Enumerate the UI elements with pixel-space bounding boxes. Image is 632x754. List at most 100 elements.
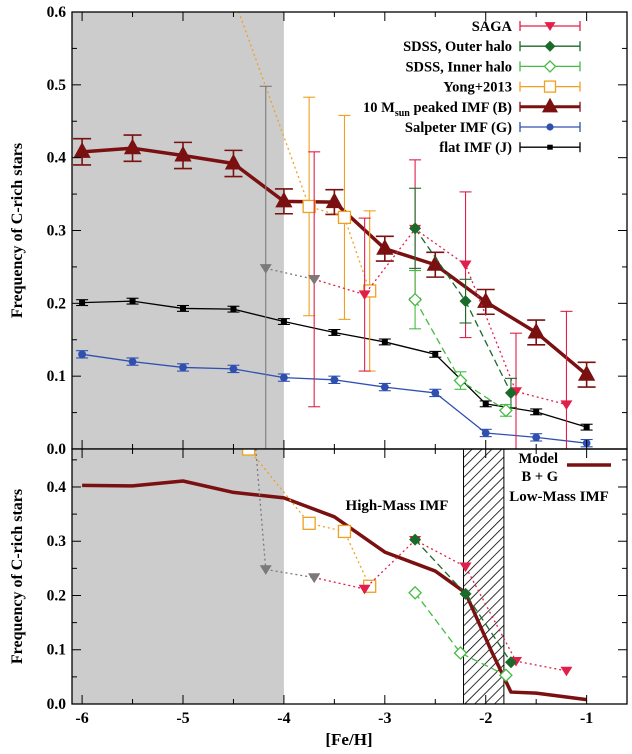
series-line	[255, 449, 267, 570]
y-axis-label: Frequency of C-rich stars	[9, 489, 26, 664]
data-point	[128, 357, 137, 366]
legend-label: 10 Msun peaked IMF (B)	[363, 100, 512, 119]
data-point	[459, 295, 472, 308]
y-tick-label: 0.2	[47, 295, 67, 312]
data-point	[498, 668, 513, 683]
data-point	[482, 401, 489, 407]
legend-marker	[544, 22, 556, 31]
series-flat	[76, 297, 593, 431]
data-point	[241, 449, 256, 456]
series-line	[238, 12, 371, 292]
legend-marker	[541, 97, 559, 113]
data-point	[280, 318, 287, 325]
y-tick-label: 0.4	[47, 479, 67, 496]
data-point	[426, 254, 444, 271]
legend-entry: 10 Msun peaked IMF (B)	[363, 97, 581, 119]
series-saga	[308, 535, 573, 677]
data-point	[432, 351, 439, 358]
data-point	[376, 238, 394, 255]
x-tick-label: -1	[580, 710, 593, 727]
plot-area	[82, 449, 587, 702]
data-point	[560, 666, 573, 677]
data-point	[381, 339, 388, 345]
data-point	[123, 138, 142, 155]
legend-label-rest: peaked IMF (B)	[410, 100, 512, 116]
top-panel: 0.0 0.1 0.2 0.3 0.4 0.5 0.6 Frequency of C-rich…	[9, 4, 628, 458]
data-point	[308, 275, 321, 285]
legend-label: SAGA	[472, 19, 513, 35]
legend-entry: flat IMF (J)	[439, 140, 581, 156]
legend-label: Model	[519, 451, 558, 467]
data-point	[532, 433, 541, 442]
data-point	[453, 646, 468, 660]
data-point	[498, 403, 513, 418]
data-point	[180, 305, 186, 312]
data-point	[504, 656, 517, 669]
data-point	[527, 322, 545, 339]
shaded-region	[72, 12, 284, 449]
legend-label-sub: sun	[395, 108, 410, 119]
data-point	[504, 386, 517, 399]
legend: Model B + G	[519, 451, 611, 485]
series-line	[414, 592, 507, 676]
data-point	[337, 524, 352, 539]
series-salpeter	[76, 350, 593, 448]
data-point	[302, 199, 316, 214]
legend-entry: Yong+2013	[443, 80, 581, 96]
data-point	[174, 145, 192, 162]
data-point	[459, 260, 472, 271]
series-line	[313, 228, 567, 406]
series-grey	[259, 85, 321, 449]
legend-marker	[544, 40, 556, 52]
data-point	[259, 264, 272, 274]
data-point	[259, 565, 272, 575]
data-point	[224, 153, 243, 170]
data-point	[308, 573, 321, 583]
y-tick-label: 0.0	[47, 696, 67, 713]
legend-entry: SDSS, Outer halo	[403, 39, 581, 55]
y-tick-label: 0.6	[47, 4, 67, 21]
series-line	[265, 267, 315, 280]
legend-label: SDSS, Inner halo	[405, 59, 512, 75]
legend-label: Yong+2013	[443, 80, 512, 96]
series-grey	[255, 449, 321, 583]
legend: SAGA SDSS, Outer halo SDSS, Inner halo Yong…	[363, 19, 581, 156]
data-point	[129, 298, 136, 304]
legend-label-main: 10 M	[363, 100, 395, 116]
series-sdss_inner	[408, 270, 513, 418]
x-tick-label: -5	[176, 710, 189, 727]
y-tick-label: 0.3	[47, 533, 67, 550]
legend-label: Salpeter IMF (G)	[405, 120, 512, 136]
data-point	[453, 373, 468, 388]
data-point	[78, 350, 86, 359]
series-sdss_outer	[409, 533, 517, 669]
legend-label: flat IMF (J)	[439, 140, 512, 156]
data-point	[481, 429, 490, 437]
series-line	[82, 479, 587, 702]
y-tick-label: 0.2	[47, 587, 67, 604]
data-point	[459, 587, 472, 600]
data-point	[380, 383, 389, 391]
data-point	[408, 585, 423, 600]
bottom-panel: -6 -5 -4 -3 -2 -1 0.0 0.1 0.2 0.3 0.4 Frequency of …	[9, 448, 628, 749]
data-point	[337, 210, 352, 225]
y-tick-label: 0.0	[47, 441, 67, 458]
data-point	[331, 329, 338, 336]
legend-entry: SDSS, Inner halo	[405, 59, 581, 75]
data-point	[431, 389, 440, 397]
data-point	[330, 375, 339, 384]
legend-marker	[547, 144, 553, 150]
series-peaked	[73, 134, 596, 388]
data-point	[477, 292, 495, 308]
legend-marker	[543, 80, 557, 93]
annotation-high-mass: High-Mass IMF	[346, 498, 449, 514]
plot-frame	[71, 448, 628, 705]
data-point	[560, 400, 573, 410]
y-tick-label: 0.5	[47, 77, 67, 94]
x-tick-label: -4	[277, 710, 290, 727]
series-sdss_outer	[409, 187, 517, 409]
data-point	[578, 364, 596, 381]
data-point	[230, 306, 237, 312]
data-point	[358, 584, 371, 595]
